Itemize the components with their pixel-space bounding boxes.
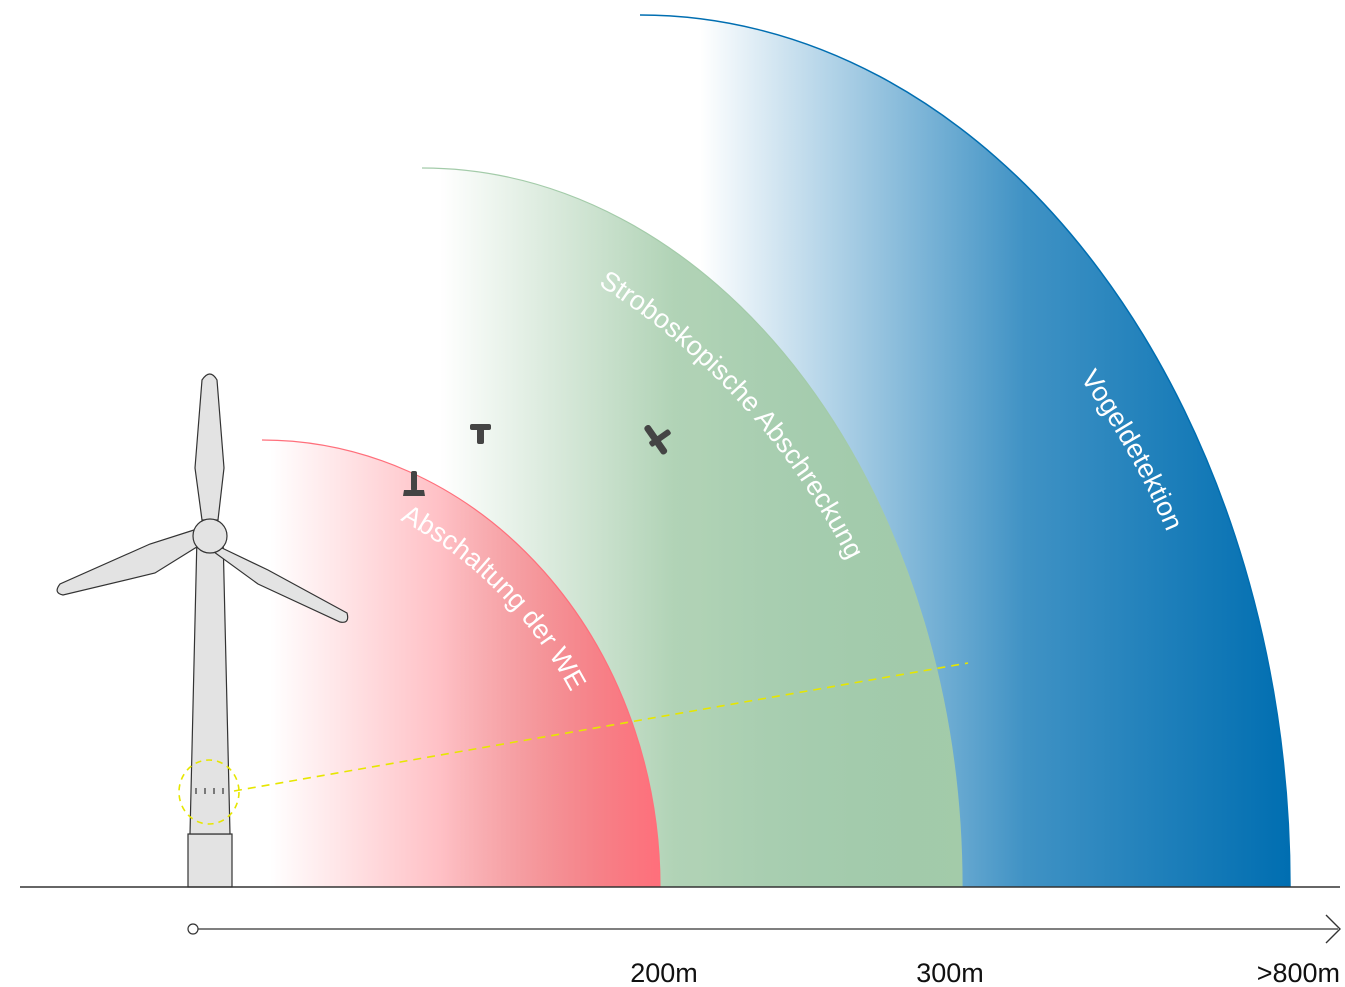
bird-icon — [470, 424, 491, 444]
axis-origin — [187, 923, 199, 935]
detection-line — [233, 662, 969, 792]
turbine-blade-left — [56, 529, 201, 596]
arrow-right-icon — [1325, 914, 1341, 944]
turbine-blade-top — [194, 373, 225, 521]
turbine-base — [187, 833, 233, 888]
zone-abschaltung-edge — [261, 439, 661, 888]
tick-label-800m: >800m — [1257, 958, 1340, 987]
turbine-blade-right — [212, 547, 349, 623]
zone-stroboskopische-abschreckung-edge — [421, 167, 963, 888]
sensor-circle-icon — [178, 759, 240, 825]
zone-abschaltung — [262, 440, 660, 887]
wind-turbine-icon — [56, 373, 349, 888]
zone-vogeldetektion-edge — [639, 14, 1291, 888]
bird-icon — [403, 471, 425, 496]
tick-label-200m: 200m — [630, 958, 698, 987]
sensor-marks — [195, 788, 224, 794]
tick-label-300m: 300m — [916, 958, 984, 987]
bird-icon — [644, 425, 671, 455]
turbine-hub — [192, 518, 228, 554]
distance-axis: 200m 300m >800m — [187, 914, 1341, 987]
